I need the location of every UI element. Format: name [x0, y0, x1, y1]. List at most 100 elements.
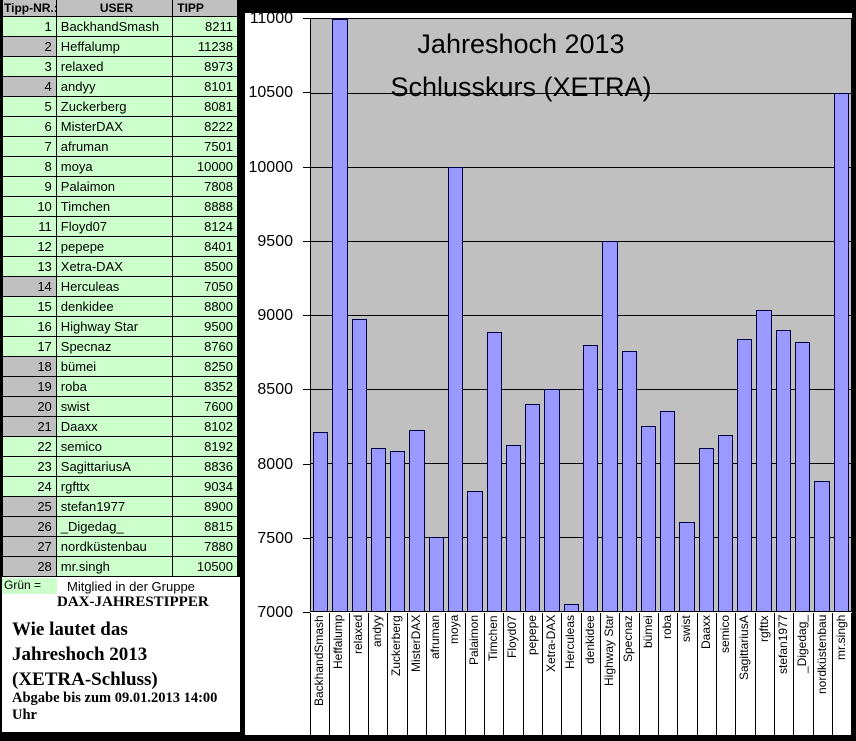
x-tick-label-text: SagittariusA: [737, 615, 752, 680]
table-row: 11 Floyd07 8124: [3, 217, 238, 237]
cell-tipp-nr[interactable]: 20: [3, 397, 57, 417]
cell-tipp[interactable]: 8352: [173, 377, 238, 397]
cell-user[interactable]: moya: [56, 157, 174, 177]
cell-user[interactable]: BackhandSmash: [56, 17, 174, 37]
cell-user[interactable]: Zuckerberg: [56, 97, 174, 117]
y-tick-label: 7500: [257, 529, 293, 547]
cell-tipp-nr[interactable]: 28: [3, 557, 57, 577]
cell-user[interactable]: _Digedag_: [56, 517, 174, 537]
cell-tipp[interactable]: 8500: [173, 257, 238, 277]
cell-tipp-nr[interactable]: 2: [3, 37, 57, 57]
cell-tipp-nr[interactable]: 16: [3, 317, 57, 337]
cell-tipp-nr[interactable]: 11: [3, 217, 57, 237]
cell-user[interactable]: andyy: [56, 77, 174, 97]
cell-tipp-nr[interactable]: 3: [3, 57, 57, 77]
cell-user[interactable]: Timchen: [56, 197, 174, 217]
cell-tipp-nr[interactable]: 9: [3, 177, 57, 197]
cell-user[interactable]: afruman: [56, 137, 174, 157]
cell-user[interactable]: Daaxx: [56, 417, 174, 437]
cell-tipp[interactable]: 10500: [173, 557, 238, 577]
cell-tipp[interactable]: 8222: [173, 117, 238, 137]
cell-tipp-nr[interactable]: 10: [3, 197, 57, 217]
cell-tipp-nr[interactable]: 27: [3, 537, 57, 557]
cell-tipp-nr[interactable]: 18: [3, 357, 57, 377]
cell-tipp-nr[interactable]: 17: [3, 337, 57, 357]
cell-tipp-nr[interactable]: 15: [3, 297, 57, 317]
cell-user[interactable]: semico: [56, 437, 174, 457]
cell-user[interactable]: Floyd07: [56, 217, 174, 237]
cell-tipp[interactable]: 7808: [173, 177, 238, 197]
cell-tipp[interactable]: 8250: [173, 357, 238, 377]
cell-tipp-nr[interactable]: 8: [3, 157, 57, 177]
cell-user[interactable]: mr.singh: [56, 557, 174, 577]
chart-title-line-1: Jahreshoch 2013: [417, 29, 625, 59]
cell-tipp[interactable]: 8102: [173, 417, 238, 437]
x-tick-label: MisterDAX: [406, 613, 427, 736]
cell-tipp-nr[interactable]: 1: [3, 17, 57, 37]
x-tick-label-text: relaxed: [350, 615, 365, 655]
cell-tipp[interactable]: 8211: [173, 17, 238, 37]
cell-tipp-nr[interactable]: 5: [3, 97, 57, 117]
cell-tipp[interactable]: 8192: [173, 437, 238, 457]
cell-tipp-nr[interactable]: 22: [3, 437, 57, 457]
cell-tipp[interactable]: 8836: [173, 457, 238, 477]
x-tick-label: SagittariusA: [735, 613, 756, 736]
y-tick-label: 10000: [248, 158, 294, 176]
x-tick-label-text: denkidee: [582, 615, 597, 664]
cell-tipp-nr[interactable]: 6: [3, 117, 57, 137]
cell-tipp[interactable]: 8888: [173, 197, 238, 217]
cell-user[interactable]: swist: [56, 397, 174, 417]
cell-user[interactable]: rgfttx: [56, 477, 174, 497]
cell-tipp-nr[interactable]: 19: [3, 377, 57, 397]
cell-tipp[interactable]: 10000: [173, 157, 238, 177]
cell-user[interactable]: Highway Star: [56, 317, 174, 337]
cell-user[interactable]: Heffalump: [56, 37, 174, 57]
cell-user[interactable]: denkidee: [56, 297, 174, 317]
cell-tipp-nr[interactable]: 21: [3, 417, 57, 437]
cell-tipp-nr[interactable]: 24: [3, 477, 57, 497]
x-tick-label-text: Herculeas: [563, 615, 578, 670]
cell-user[interactable]: bümei: [56, 357, 174, 377]
cell-tipp[interactable]: 8900: [173, 497, 238, 517]
plot-area: Jahreshoch 2013 Schlusskurs (XETRA): [310, 18, 852, 612]
cell-tipp[interactable]: 9500: [173, 317, 238, 337]
cell-tipp[interactable]: 7600: [173, 397, 238, 417]
cell-user[interactable]: nordküstenbau: [56, 537, 174, 557]
cell-user[interactable]: stefan1977: [56, 497, 174, 517]
cell-tipp[interactable]: 9034: [173, 477, 238, 497]
cell-user[interactable]: MisterDAX: [56, 117, 174, 137]
cell-tipp[interactable]: 8081: [173, 97, 238, 117]
info-panel: Grün = Mitglied in der Gruppe DAX-JAHREST…: [2, 577, 240, 732]
cell-tipp-nr[interactable]: 12: [3, 237, 57, 257]
cell-tipp-nr[interactable]: 4: [3, 77, 57, 97]
cell-user[interactable]: Specnaz: [56, 337, 174, 357]
cell-tipp-nr[interactable]: 26: [3, 517, 57, 537]
cell-tipp-nr[interactable]: 13: [3, 257, 57, 277]
cell-user[interactable]: Herculeas: [56, 277, 174, 297]
cell-user[interactable]: roba: [56, 377, 174, 397]
x-tick-label-text: pepepe: [524, 615, 539, 656]
cell-user[interactable]: Palaimon: [56, 177, 174, 197]
cell-tipp-nr[interactable]: 7: [3, 137, 57, 157]
cell-tipp[interactable]: 8401: [173, 237, 238, 257]
cell-tipp[interactable]: 8973: [173, 57, 238, 77]
cell-user[interactable]: SagittariusA: [56, 457, 174, 477]
cell-tipp[interactable]: 7501: [173, 137, 238, 157]
cell-user[interactable]: Xetra-DAX: [56, 257, 174, 277]
cell-tipp[interactable]: 8124: [173, 217, 238, 237]
bar-swist: [679, 522, 695, 611]
cell-tipp[interactable]: 7880: [173, 537, 238, 557]
cell-tipp[interactable]: 8815: [173, 517, 238, 537]
cell-tipp-nr[interactable]: 23: [3, 457, 57, 477]
x-tick-label-text: nordküstenbau: [814, 615, 829, 695]
cell-tipp[interactable]: 8800: [173, 297, 238, 317]
cell-tipp[interactable]: 8101: [173, 77, 238, 97]
cell-tipp-nr[interactable]: 14: [3, 277, 57, 297]
cell-user[interactable]: pepepe: [56, 237, 174, 257]
cell-tipp-nr[interactable]: 25: [3, 497, 57, 517]
cell-tipp[interactable]: 7050: [173, 277, 238, 297]
cell-user[interactable]: relaxed: [56, 57, 174, 77]
cell-tipp[interactable]: 11238: [173, 37, 238, 57]
x-tick-label: swist: [677, 613, 698, 736]
cell-tipp[interactable]: 8760: [173, 337, 238, 357]
